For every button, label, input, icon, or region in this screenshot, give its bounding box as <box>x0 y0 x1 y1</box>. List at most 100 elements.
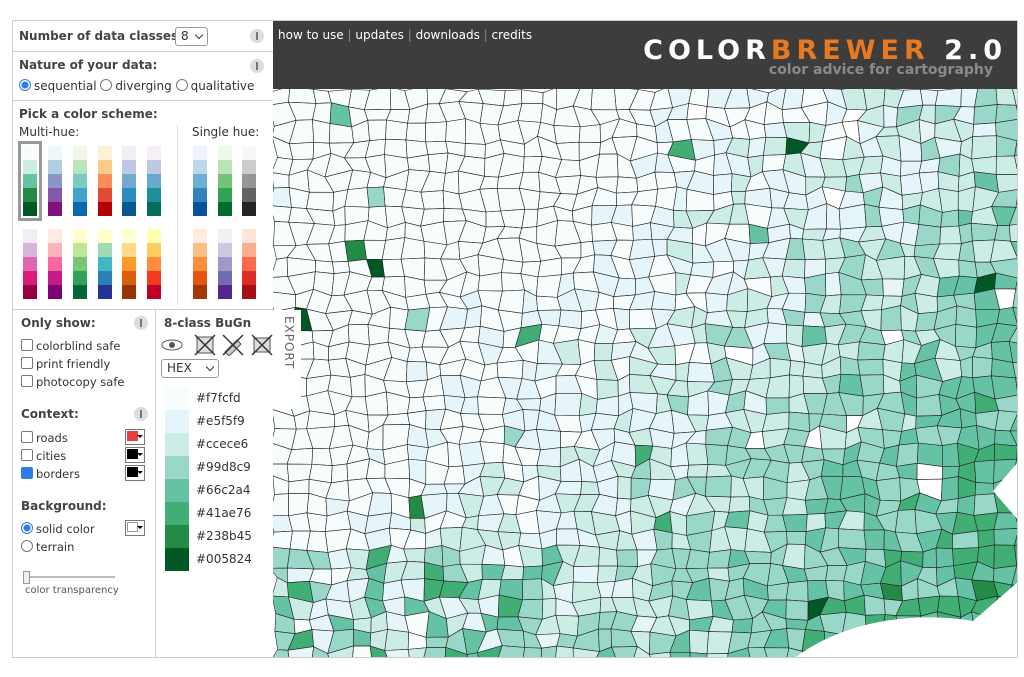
county <box>882 278 905 297</box>
county <box>598 546 618 567</box>
county <box>425 636 449 649</box>
county <box>311 448 333 467</box>
county <box>400 237 426 260</box>
ramp-swatch <box>218 188 232 202</box>
scheme-ramp[interactable] <box>122 146 136 216</box>
ramp-swatch <box>48 174 62 188</box>
scheme-ramp[interactable] <box>98 146 112 216</box>
county <box>838 203 867 230</box>
color-picker[interactable] <box>125 465 145 481</box>
scheme-ramp[interactable] <box>242 229 256 299</box>
radio[interactable]: terrain <box>21 538 95 556</box>
nav-link[interactable]: updates <box>355 28 404 42</box>
scheme-ramp[interactable] <box>23 229 37 299</box>
slider-handle[interactable] <box>23 571 30 584</box>
county <box>590 86 617 111</box>
scheme-ramp[interactable] <box>73 229 87 299</box>
info-icon[interactable] <box>250 59 264 73</box>
option-text: colorblind safe <box>36 339 121 353</box>
export-swatch <box>165 548 189 571</box>
county <box>611 646 638 657</box>
scheme-ramp[interactable] <box>242 146 256 216</box>
info-icon[interactable] <box>134 316 148 330</box>
county <box>973 104 998 125</box>
eye-icon[interactable] <box>161 339 183 351</box>
county <box>896 442 919 467</box>
checkbox[interactable]: cities <box>21 447 80 465</box>
county <box>900 172 923 196</box>
color-picker[interactable] <box>125 447 145 463</box>
county <box>536 429 561 451</box>
nav-link[interactable]: downloads <box>415 28 480 42</box>
divider <box>13 309 273 310</box>
checkbox[interactable]: print friendly <box>21 355 124 373</box>
color-picker[interactable] <box>125 520 145 536</box>
scheme-ramp[interactable] <box>73 146 87 216</box>
county <box>1011 565 1017 586</box>
scheme-ramp[interactable] <box>147 229 161 299</box>
county <box>1014 155 1017 170</box>
ramp-swatch <box>147 257 161 271</box>
ramp-swatch <box>73 271 87 285</box>
ramp-swatch <box>218 285 232 299</box>
county <box>996 307 1017 327</box>
county <box>271 172 290 189</box>
radio[interactable]: qualitative <box>175 79 254 93</box>
radio[interactable]: solid color <box>21 520 95 538</box>
radio[interactable]: diverging <box>100 79 172 93</box>
county <box>442 170 460 195</box>
scheme-ramp[interactable] <box>48 146 62 216</box>
county <box>994 443 1017 461</box>
screen-icon[interactable] <box>251 334 273 356</box>
county <box>958 259 978 279</box>
format-select[interactable]: HEX <box>161 359 219 378</box>
checkbox[interactable]: borders <box>21 465 80 483</box>
class-select[interactable]: 8 <box>175 27 208 46</box>
scheme-ramp[interactable] <box>218 146 232 216</box>
export-tab[interactable]: EXPORT <box>282 316 296 370</box>
county <box>596 565 618 583</box>
ramp-swatch <box>193 160 207 174</box>
info-icon[interactable] <box>250 29 264 43</box>
copy-icon[interactable] <box>222 334 244 356</box>
checkbox[interactable]: colorblind safe <box>21 337 124 355</box>
ramp-swatch <box>23 146 37 160</box>
scheme-ramp[interactable] <box>147 146 161 216</box>
water <box>795 463 1017 657</box>
county <box>934 87 962 107</box>
divider <box>13 51 273 52</box>
scheme-ramp[interactable] <box>18 141 42 221</box>
scheme-ramp[interactable] <box>48 229 62 299</box>
nav-link[interactable]: credits <box>491 28 533 42</box>
slider-track <box>25 576 115 578</box>
option-text: borders <box>36 467 80 481</box>
print-icon[interactable] <box>194 334 216 356</box>
county <box>914 292 938 315</box>
option-text: diverging <box>115 79 172 93</box>
scheme-ramp[interactable] <box>193 146 207 216</box>
county <box>1015 198 1017 208</box>
info-icon[interactable] <box>134 407 148 421</box>
ramp-swatch <box>98 146 112 160</box>
ramp-swatch <box>122 174 136 188</box>
ramp-swatch <box>73 243 87 257</box>
scheme-ramp[interactable] <box>98 229 112 299</box>
nav-link[interactable]: how to use <box>278 28 344 42</box>
county <box>500 209 526 229</box>
scheme-ramp[interactable] <box>122 229 136 299</box>
county <box>1015 377 1017 391</box>
county <box>654 171 678 190</box>
color-picker[interactable] <box>125 429 145 445</box>
county <box>1014 544 1017 567</box>
county <box>977 529 995 548</box>
ramp-swatch <box>218 257 232 271</box>
county <box>727 647 751 657</box>
ramp-swatch <box>122 285 136 299</box>
scheme-ramp[interactable] <box>218 229 232 299</box>
radio[interactable]: sequential <box>19 79 97 93</box>
scheme-ramp[interactable] <box>193 229 207 299</box>
checkbox[interactable]: photocopy safe <box>21 373 124 391</box>
county <box>763 647 790 657</box>
checkbox[interactable]: roads <box>21 429 80 447</box>
county <box>503 89 523 107</box>
